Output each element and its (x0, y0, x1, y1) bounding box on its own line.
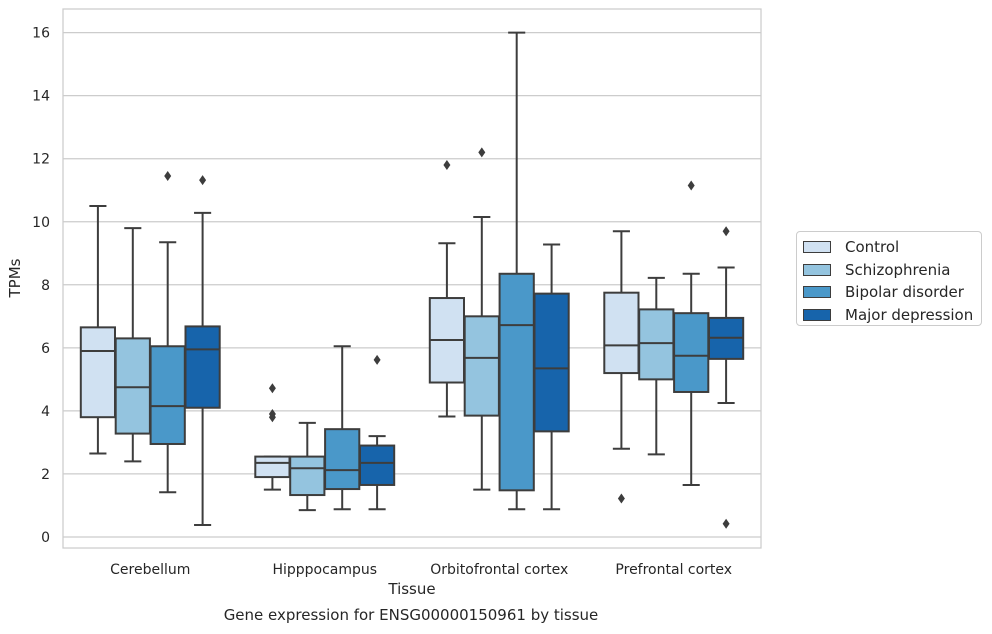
box-major-depression-hipppocampus (358, 444, 396, 486)
box-control-hipppocampus (254, 455, 291, 479)
x-tick-label-orbitofrontal-cortex: Orbitofrontal cortex (430, 562, 568, 578)
y-tick-label-4: 4 (41, 404, 50, 420)
box-bipolar-disorder-prefrontal-cortex (673, 312, 710, 393)
y-gridlines (63, 32, 761, 538)
legend-item-schizophrenia: Schizophrenia (803, 259, 975, 282)
legend-label-schizophrenia: Schizophrenia (845, 260, 951, 279)
box-bipolar-disorder-cerebellum (149, 345, 186, 445)
outlier-control-orbitofrontal-cortex-0 (443, 160, 451, 171)
x-tick-label-cerebellum: Cerebellum (110, 562, 190, 578)
legend-item-bipolar-disorder: Bipolar disorder (803, 281, 975, 304)
box-schizophrenia-hipppocampus (289, 455, 326, 497)
legend: Control Schizophrenia Bipolar disorder M… (796, 231, 982, 326)
outlier-major-depression-cerebellum-0 (199, 175, 207, 186)
box-bipolar-disorder-hipppocampus (324, 428, 361, 491)
legend-item-major-depression: Major depression (803, 304, 975, 327)
x-tick-label-prefrontal-cortex: Prefrontal cortex (615, 562, 732, 578)
outlier-control-hipppocampus-1 (268, 409, 276, 420)
outlier-schizophrenia-orbitofrontal-cortex-0 (478, 147, 486, 158)
y-tick-label-16: 16 (32, 26, 50, 42)
outlier-control-prefrontal-cortex-0 (617, 493, 625, 504)
outlier-bipolar-disorder-prefrontal-cortex-0 (687, 180, 695, 191)
legend-swatch-bipolar-disorder (803, 286, 831, 299)
box-schizophrenia-orbitofrontal-cortex (463, 315, 500, 417)
legend-label-major-depression: Major depression (845, 305, 974, 324)
boxes (79, 31, 745, 529)
chart-caption: Gene expression for ENSG00000150961 by t… (223, 606, 599, 624)
y-tick-label-12: 12 (32, 152, 50, 168)
legend-label-control: Control (845, 238, 900, 257)
box-schizophrenia-cerebellum (114, 337, 151, 435)
y-tick-label-2: 2 (41, 467, 50, 483)
box-major-depression-cerebellum (184, 325, 221, 409)
legend-swatch-schizophrenia (803, 263, 831, 276)
outlier-control-hipppocampus-2 (268, 383, 276, 394)
box-control-prefrontal-cortex (603, 291, 640, 375)
outlier-major-depression-prefrontal-cortex-1 (722, 226, 730, 237)
plot-area (62, 8, 762, 549)
x-axis-label: Tissue (387, 580, 435, 598)
y-tick-label-10: 10 (32, 215, 50, 231)
box-bipolar-disorder-orbitofrontal-cortex (498, 272, 535, 492)
y-tick-label-14: 14 (32, 89, 50, 105)
outlier-major-depression-hipppocampus-0 (373, 354, 381, 365)
y-tick-label-8: 8 (41, 278, 50, 294)
y-axis-label: TPMs (6, 258, 24, 298)
x-tick-labels: Cerebellum Hipppocampus Orbitofrontal cort… (110, 562, 732, 578)
x-tick-label-hipppocampus: Hipppocampus (272, 562, 377, 578)
box-major-depression-orbitofrontal-cortex (533, 292, 570, 433)
legend-item-control: Control (803, 236, 975, 259)
legend-label-bipolar-disorder: Bipolar disorder (845, 283, 964, 302)
y-tick-label-6: 6 (41, 341, 50, 357)
legend-swatch-major-depression (803, 308, 831, 321)
outlier-bipolar-disorder-cerebellum-0 (164, 171, 172, 182)
legend-swatch-control (803, 241, 831, 254)
y-tick-label-0: 0 (41, 530, 50, 546)
box-control-cerebellum (79, 326, 117, 419)
outlier-major-depression-prefrontal-cortex-0 (722, 518, 730, 529)
y-tick-labels: 0 2 4 6 8 10 12 14 16 (32, 26, 50, 546)
box-schizophrenia-prefrontal-cortex (638, 308, 675, 381)
